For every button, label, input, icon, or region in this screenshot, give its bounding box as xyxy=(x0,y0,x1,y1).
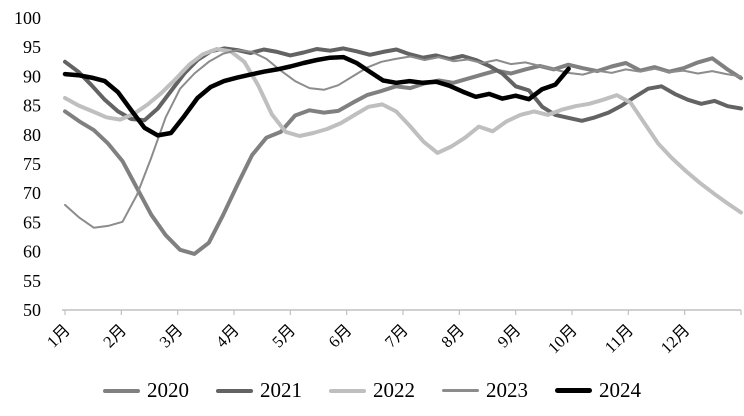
y-axis-label-70: 70 xyxy=(23,183,41,203)
x-axis-label-6yue: 6月 xyxy=(325,320,356,351)
x-axis-label-10yue: 10月 xyxy=(544,320,581,357)
x-axis-label-2yue: 2月 xyxy=(99,320,130,351)
legend-swatch-2024 xyxy=(555,388,592,393)
series-line-2023 xyxy=(64,49,742,229)
legend-swatch-2022 xyxy=(329,388,366,393)
y-axis-label-55: 55 xyxy=(23,271,41,291)
x-axis-label-1yue: 1月 xyxy=(43,320,74,351)
legend-label-2023: 2023 xyxy=(486,378,528,402)
legend-item-2020: 2020 xyxy=(103,380,189,401)
legend-swatch-2020 xyxy=(103,388,140,393)
legend-item-2022: 2022 xyxy=(329,380,415,401)
y-axis-label-75: 75 xyxy=(23,154,41,174)
series-line-2020 xyxy=(63,56,743,256)
y-axis-label-90: 90 xyxy=(23,66,41,86)
x-axis-label-8yue: 8月 xyxy=(437,320,468,351)
legend-item-2023: 2023 xyxy=(442,380,528,401)
legend-item-2021: 2021 xyxy=(216,380,302,401)
y-axis-label-60: 60 xyxy=(23,242,41,262)
x-axis-label-5yue: 5月 xyxy=(268,320,299,351)
legend-label-2020: 2020 xyxy=(147,378,189,402)
x-axis-label-3yue: 3月 xyxy=(156,320,187,351)
x-axis-label-11yue: 11月 xyxy=(601,320,637,356)
y-axis-label-95: 95 xyxy=(23,37,41,57)
series-line-2022 xyxy=(63,47,743,215)
legend-swatch-2021 xyxy=(216,388,253,393)
y-axis-label-50: 50 xyxy=(23,300,41,320)
y-axis-label-80: 80 xyxy=(23,125,41,145)
x-axis-label-12yue: 12月 xyxy=(657,320,694,357)
chart-legend: 2020 2021 2022 2023 2024 xyxy=(0,380,744,401)
legend-item-2024: 2024 xyxy=(555,380,641,401)
x-axis-label-4yue: 4月 xyxy=(212,320,243,351)
legend-label-2021: 2021 xyxy=(260,378,302,402)
series-line-2021 xyxy=(63,46,743,123)
x-axis-label-7yue: 7月 xyxy=(381,320,412,351)
y-axis-label-100: 100 xyxy=(14,8,41,28)
series-line-2024 xyxy=(62,54,571,138)
y-axis-label-65: 65 xyxy=(23,212,41,232)
y-axis-label-85: 85 xyxy=(23,96,41,116)
legend-swatch-2023 xyxy=(442,389,479,392)
legend-label-2024: 2024 xyxy=(599,378,641,402)
x-axis-label-9yue: 9月 xyxy=(494,320,525,351)
legend-label-2022: 2022 xyxy=(373,378,415,402)
